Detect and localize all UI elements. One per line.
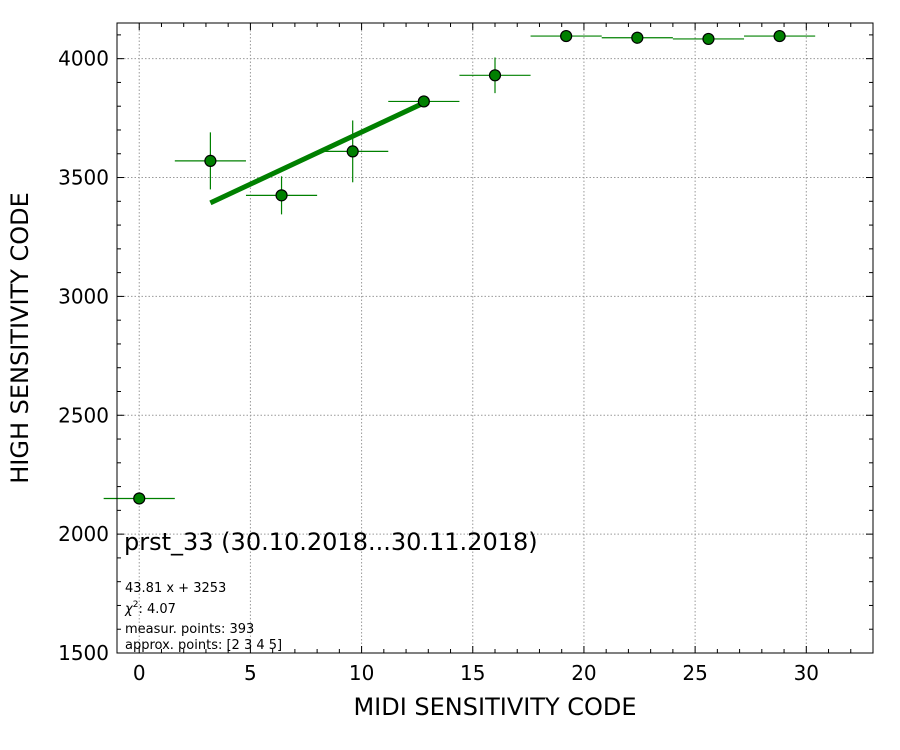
- x-tick-label: 30: [794, 661, 819, 685]
- data-point: [133, 492, 146, 505]
- fit-line-group: [209, 100, 425, 206]
- chi2-superscript: 2: [133, 600, 139, 610]
- plot-frame: [116, 22, 874, 654]
- x-axis-title: MIDI SENSITIVITY CODE: [353, 693, 636, 721]
- data-point: [346, 145, 359, 158]
- data-point: [275, 189, 288, 202]
- y-tick-label: 2500: [58, 403, 109, 427]
- y-tick-label: 1500: [58, 641, 109, 665]
- data-point: [702, 32, 715, 46]
- major-ticks: [117, 23, 873, 654]
- chi2-symbol: χ: [124, 602, 134, 617]
- x-tick-label: 20: [571, 661, 596, 685]
- annotation-fit-formula: 43.81 x + 3253: [125, 581, 226, 596]
- annotation-title: prst_33 (30.10.2018...30.11.2018): [124, 528, 538, 556]
- chi2-value: : 4.07: [138, 602, 175, 617]
- data-point: [560, 29, 573, 43]
- y-tick-label: 3000: [58, 284, 109, 308]
- annotation-measur-points: measur. points: 393: [125, 622, 254, 637]
- y-tick-label: 3500: [58, 166, 109, 190]
- y-axis-title: HIGH SENSITIVITY CODE: [6, 192, 34, 484]
- y-tick-label: 4000: [58, 47, 109, 71]
- data-point: [204, 154, 217, 167]
- y-tick-labels: 1500 2000 2500 3000 3500 4000: [58, 47, 109, 665]
- plot-area: [117, 23, 873, 653]
- data-point: [417, 95, 430, 108]
- data-point: [631, 31, 644, 44]
- annotation-chi2: χ2: 4.07: [124, 600, 176, 617]
- data-point: [773, 29, 786, 43]
- x-tick-labels: 0 5 10 15 20 25 30: [133, 661, 819, 685]
- annotation-approx-points: approx. points: [2 3 4 5]: [125, 638, 282, 653]
- x-tick-label: 25: [682, 661, 707, 685]
- fit-line: [209, 100, 425, 206]
- y-tick-label: 2000: [58, 522, 109, 546]
- x-tick-label: 15: [460, 661, 485, 685]
- grid-lines: [117, 23, 873, 653]
- data-point: [488, 69, 502, 82]
- x-tick-label: 10: [349, 661, 374, 685]
- x-tick-label: 5: [244, 661, 257, 685]
- data-points: [133, 29, 786, 505]
- x-tick-label: 0: [133, 661, 146, 685]
